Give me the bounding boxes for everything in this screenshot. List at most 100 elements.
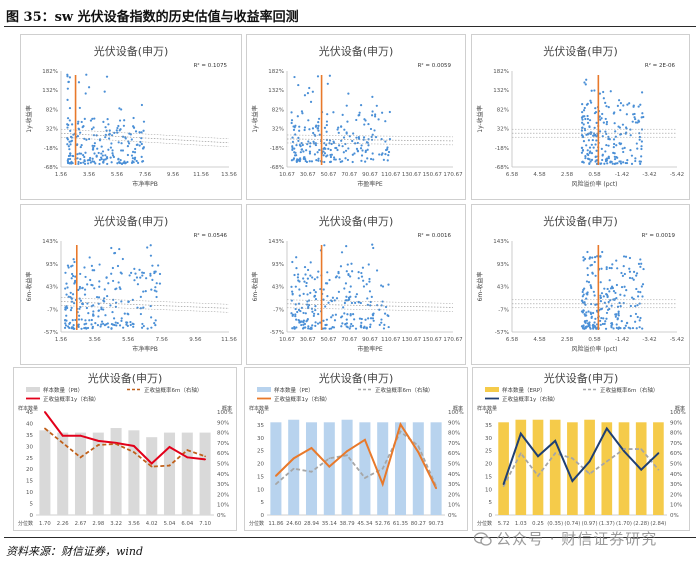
scatter-point (295, 318, 298, 321)
scatter-point (365, 283, 368, 286)
scatter-point (381, 111, 384, 114)
scatter-point (316, 151, 319, 154)
scatter-point (317, 270, 320, 273)
scatter-point (126, 321, 129, 324)
scatter-point (587, 157, 590, 161)
scatter-point (609, 161, 612, 164)
bar (57, 432, 69, 515)
scatter-point (326, 82, 329, 85)
scatter-point (297, 136, 300, 139)
scatter-point (91, 284, 94, 287)
x-tick-label: 110.67 (381, 172, 401, 178)
chart-svg: 光伏设备(申万) R² = 0.0019 143% 93% 43% -7% -57%6.58… (476, 214, 684, 353)
r-squared-label: R² = 0.1075 (194, 62, 228, 69)
scatter-point (619, 162, 623, 165)
scatter-point (312, 140, 315, 143)
scatter-point (317, 117, 321, 120)
scatter-point (142, 129, 145, 132)
r-squared-label: R² = 2E-06 (645, 62, 676, 69)
scatter-point (146, 327, 149, 330)
scatter-point (387, 325, 390, 329)
scatter-point (323, 126, 327, 129)
scatter-point (80, 120, 83, 124)
scatter-point (323, 152, 327, 155)
bar (163, 432, 176, 515)
scatter-point (586, 152, 589, 156)
x-tick-label: 50.67 (321, 337, 337, 343)
scatter-point (294, 285, 297, 288)
scatter-point (314, 324, 317, 327)
scatter-point (79, 158, 82, 161)
scatter-point (151, 264, 154, 267)
scatter-point (605, 267, 608, 271)
scatter-point (322, 319, 325, 322)
scatter-point (139, 312, 142, 316)
scatter-point (343, 312, 346, 315)
scatter-point (66, 98, 69, 101)
scatter-point (325, 120, 329, 123)
scatter-point (362, 285, 366, 288)
scatter-point (629, 128, 632, 131)
scatter-point (639, 162, 642, 165)
bar (515, 419, 527, 515)
scatter-point (631, 277, 634, 280)
scatter-point (299, 157, 302, 160)
right-tick-label: 30% (217, 482, 229, 488)
left-tick-label: 40 (485, 410, 492, 416)
scatter-point (332, 326, 336, 329)
scatter-point (290, 121, 293, 125)
y-axis-title: 6m-收益率 (476, 272, 484, 302)
chart-title: 光伏设备(申万) (94, 214, 169, 228)
scatter-point (591, 256, 594, 259)
scatter-point (131, 150, 135, 153)
scatter-point (367, 317, 370, 320)
series-line-1y (275, 421, 437, 489)
x-tick-label: 170.67 (443, 172, 463, 178)
scatter-point (375, 269, 379, 272)
scatter-point (299, 151, 302, 154)
scatter-point (601, 250, 604, 254)
scatter-point (347, 273, 350, 276)
scatter-point (616, 104, 619, 108)
scatter-point (593, 325, 597, 328)
x-tick-label: 7.56 (139, 172, 152, 178)
scatter-point (604, 150, 607, 153)
scatter-point (587, 310, 590, 313)
scatter-point (100, 323, 103, 326)
scatter-point (71, 326, 74, 329)
scatter-chart-pb-1y: 光伏设备(申万) R² = 0.1075 182% 132% 82% 32% -18% -68… (20, 34, 242, 200)
scatter-point (630, 296, 634, 299)
scatter-point (590, 315, 593, 318)
scatter-point (78, 287, 81, 290)
bar (323, 422, 335, 515)
scatter-point (85, 327, 88, 330)
scatter-point (305, 284, 308, 288)
scatter-point (150, 316, 153, 319)
scatter-point (602, 97, 605, 100)
scatter-point (586, 250, 589, 254)
category-label: 80.27 (411, 521, 426, 527)
left-tick-label: 15 (257, 474, 264, 480)
right-tick-label: 20% (448, 492, 460, 498)
category-label: 24.60 (286, 521, 302, 527)
scatter-point (149, 272, 152, 275)
scatter-chart-pe-1y: 光伏设备(申万) R² = 0.0059 182% 132% 82% 32% -18% -68… (246, 34, 466, 200)
scatter-point (338, 158, 341, 161)
series-point-1y (328, 465, 331, 468)
scatter-point (126, 145, 130, 148)
scatter-point (94, 322, 97, 325)
series-line-1y (502, 426, 660, 485)
scatter-point (97, 296, 101, 299)
y-tick-label: 143% (493, 239, 509, 245)
scatter-point (359, 103, 363, 107)
scatter-point (157, 264, 160, 267)
scatter-point (624, 255, 628, 258)
scatter-point (340, 315, 344, 318)
scatter-point (106, 118, 109, 121)
scatter-point (638, 319, 641, 322)
scatter-point (337, 272, 340, 275)
scatter-point (584, 314, 587, 317)
scatter-point (356, 141, 359, 145)
series-line-6m (44, 427, 206, 468)
x-tick-label: 130.67 (402, 172, 422, 178)
